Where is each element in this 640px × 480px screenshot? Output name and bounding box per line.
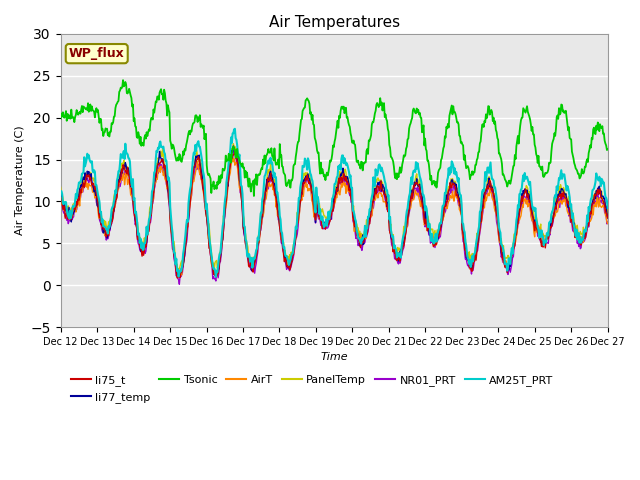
- Text: WP_flux: WP_flux: [69, 47, 125, 60]
- Legend: li75_t, li77_temp, Tsonic, AirT, PanelTemp, NR01_PRT, AM25T_PRT: li75_t, li77_temp, Tsonic, AirT, PanelTe…: [66, 371, 557, 407]
- Title: Air Temperatures: Air Temperatures: [269, 15, 400, 30]
- X-axis label: Time: Time: [321, 352, 348, 362]
- Y-axis label: Air Temperature (C): Air Temperature (C): [15, 126, 25, 235]
